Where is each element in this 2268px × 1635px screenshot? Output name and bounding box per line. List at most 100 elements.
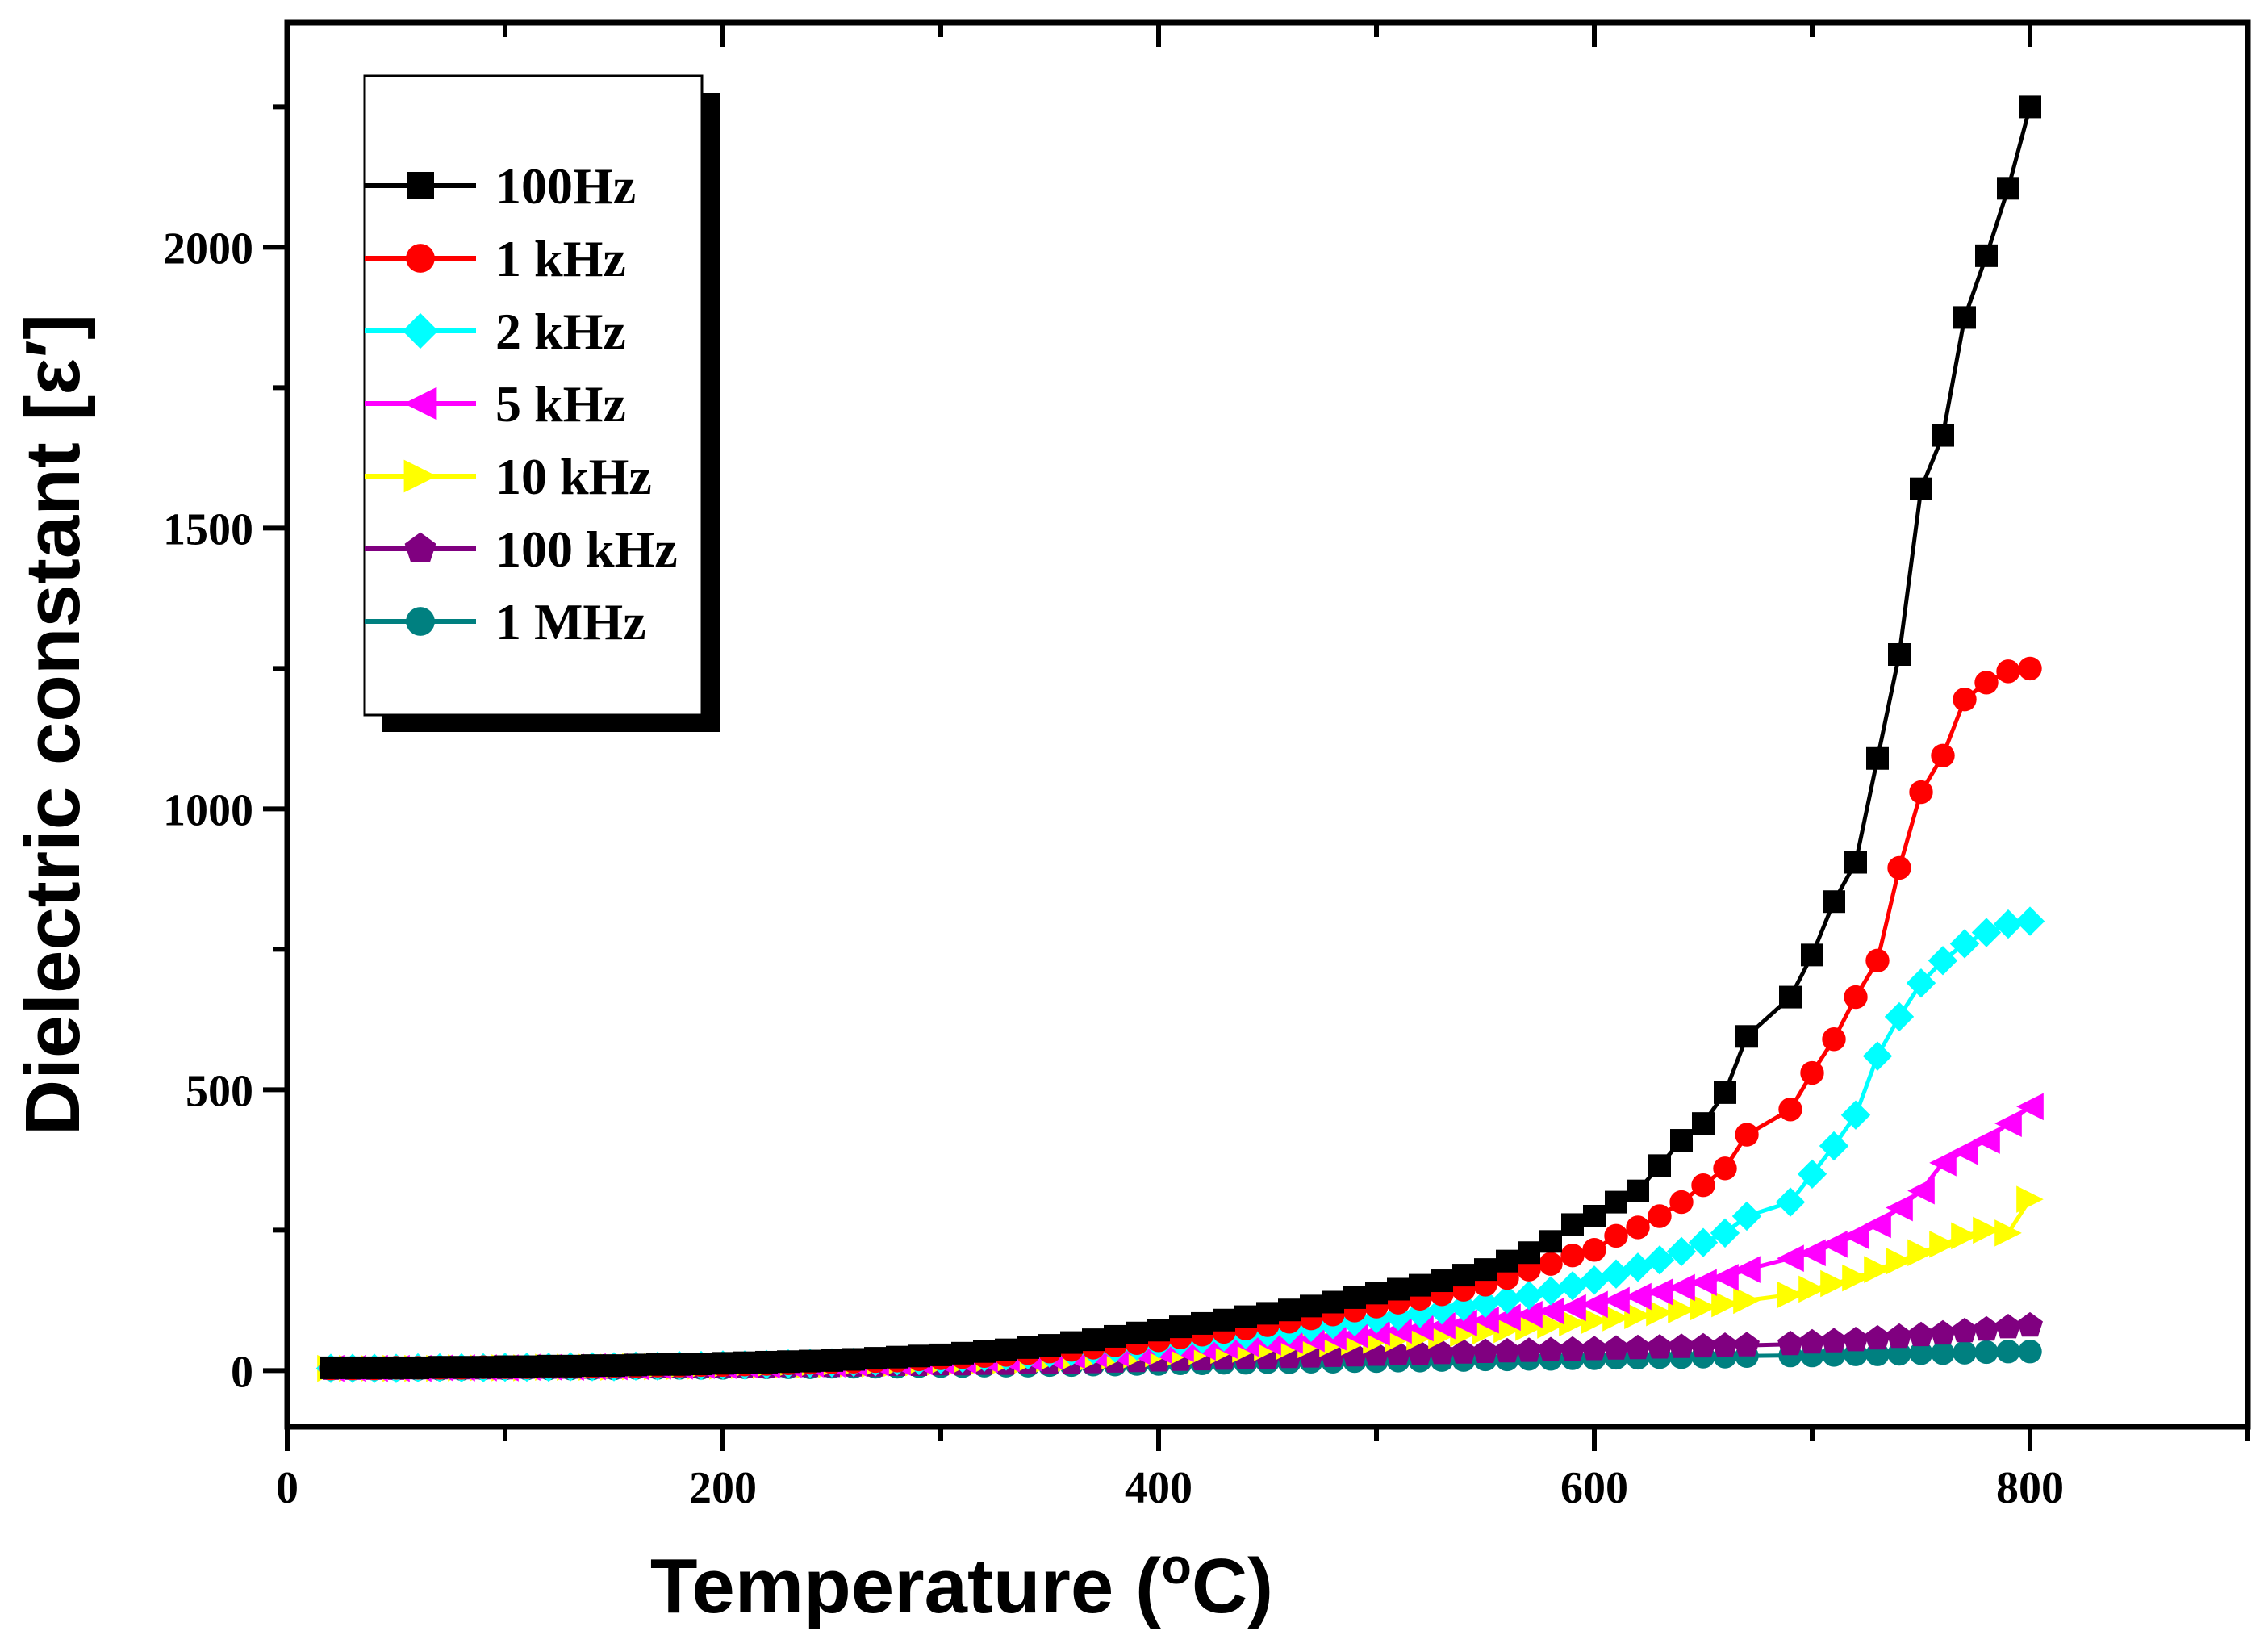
data-point: [1800, 1060, 1824, 1085]
data-point: [1822, 1027, 1846, 1052]
data-point: [1932, 424, 1954, 447]
data-point: [1994, 1110, 2022, 1137]
data-point: [908, 1344, 930, 1368]
data-point: [1535, 1276, 1566, 1306]
data-point: [1017, 1336, 1039, 1359]
data-point: [341, 1356, 364, 1379]
data-point: [450, 1356, 473, 1379]
data-point: [1731, 1201, 1762, 1231]
data-point: [1604, 1223, 1628, 1248]
data-point: [1602, 1286, 1630, 1315]
data-point: [1450, 1319, 1477, 1348]
data-point: [1864, 1211, 1891, 1239]
data-point: [1996, 1340, 2020, 1364]
data-point: [1733, 1256, 1761, 1283]
data-point: [1690, 1269, 1717, 1296]
data-point: [1777, 1244, 1804, 1272]
data-point: [516, 1355, 538, 1378]
data-point: [712, 1352, 734, 1375]
legend-label: 100Hz: [495, 157, 636, 215]
x-tick-label: 800: [1996, 1463, 2064, 1513]
data-point: [668, 1353, 691, 1376]
data-point: [1909, 780, 1933, 805]
data-point: [1515, 1314, 1543, 1341]
data-point: [1361, 1304, 1392, 1334]
data-point: [1126, 1321, 1148, 1344]
legend-marker: [403, 459, 437, 493]
data-point: [733, 1351, 756, 1374]
data-point: [1888, 643, 1911, 666]
data-point: [1104, 1324, 1126, 1348]
legend-item: 10 kHz: [365, 448, 652, 505]
data-point: [2016, 1093, 2044, 1121]
data-point: [1974, 1315, 1999, 1341]
data-point: [1426, 1295, 1457, 1325]
legend-label: 10 kHz: [495, 448, 652, 505]
data-point: [1451, 1339, 1476, 1364]
data-point: [1515, 1301, 1543, 1328]
data-point: [1973, 1216, 2000, 1244]
data-point: [1734, 1332, 1760, 1357]
data-point: [1583, 1205, 1606, 1227]
legend-items: 100Hz 1 kHz 2 kHz 5 kHz 10 kHz 100 kHz 1 MHz: [365, 157, 678, 650]
data-point: [1470, 1288, 1501, 1319]
data-point: [1971, 918, 2002, 947]
x-axis-ticks: 0 200 400 600 800: [276, 23, 2250, 1513]
data-point: [1493, 1315, 1521, 1344]
legend-label: 1 MHz: [495, 593, 646, 650]
data-point: [472, 1356, 495, 1379]
data-point: [1472, 1317, 1499, 1345]
x-tick-label: 600: [1560, 1463, 1628, 1513]
data-point: [1884, 1001, 1915, 1032]
data-point: [1908, 1321, 1934, 1347]
legend-label: 1 kHz: [495, 230, 626, 287]
legend-item: 1 kHz: [365, 230, 626, 287]
data-point: [1711, 1264, 1739, 1291]
legend-item: 100Hz: [365, 157, 636, 215]
legend-marker: [407, 172, 434, 199]
data-point: [1514, 1280, 1544, 1311]
data-point: [1625, 1334, 1651, 1360]
data-point: [1518, 1241, 1540, 1265]
data-point: [1561, 1213, 1584, 1236]
data-point: [1929, 1149, 1957, 1177]
data-point: [1452, 1264, 1475, 1287]
data-point: [1910, 477, 1932, 500]
data-point: [1735, 1123, 1759, 1147]
data-point: [1472, 1306, 1499, 1334]
data-point: [1733, 1286, 1761, 1315]
data-point: [1778, 1098, 1802, 1122]
data-point: [1713, 1156, 1737, 1181]
data-point: [1602, 1304, 1630, 1332]
data-point: [1557, 1271, 1588, 1301]
plot-series: [315, 95, 2045, 1383]
legend-label: 5 kHz: [495, 375, 626, 433]
data-point: [1907, 1177, 1935, 1205]
data-point: [1670, 1129, 1693, 1152]
data-point: [1931, 1341, 1955, 1365]
data-point: [842, 1348, 865, 1371]
data-point: [1494, 1337, 1520, 1363]
data-point: [995, 1338, 1017, 1361]
y-tick-label: 500: [186, 1066, 253, 1116]
data-point: [1669, 1333, 1694, 1358]
data-point: [1951, 1138, 1978, 1165]
data-point: [1779, 985, 1802, 1009]
data-point: [1537, 1297, 1564, 1325]
data-point: [1234, 1305, 1257, 1328]
data-point: [1322, 1290, 1344, 1314]
x-axis-title: Temperature (oC): [650, 1539, 1273, 1629]
data-point: [1692, 1112, 1715, 1135]
data-point: [1690, 1332, 1716, 1358]
data-point: [1060, 1331, 1083, 1354]
data-point: [1688, 1227, 1719, 1257]
data-point: [1886, 1194, 1913, 1222]
data-point: [1775, 1187, 1806, 1217]
data-point: [1690, 1293, 1717, 1321]
data-point: [1646, 1298, 1673, 1327]
data-point: [1626, 1215, 1650, 1240]
data-point: [320, 1356, 342, 1379]
data-point: [1823, 890, 1845, 914]
data-point: [1409, 1273, 1431, 1297]
data-point: [1974, 1340, 1999, 1365]
